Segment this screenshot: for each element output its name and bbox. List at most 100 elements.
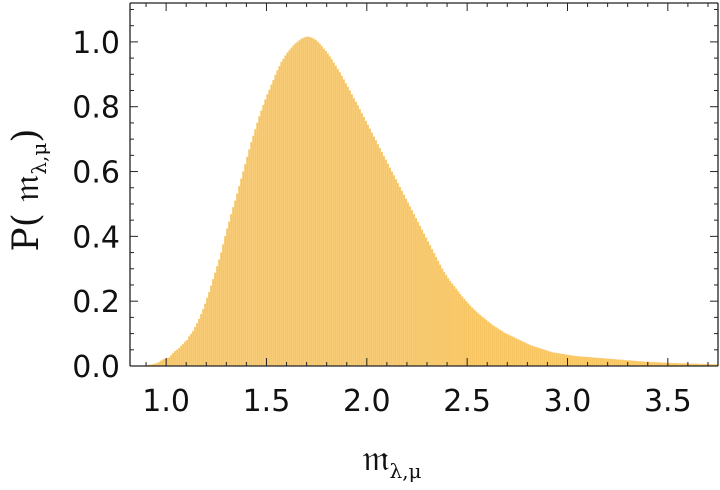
histogram-bar	[466, 303, 470, 367]
histogram-bar	[398, 186, 402, 367]
histogram-bar	[485, 319, 488, 367]
histogram-bar	[384, 159, 388, 367]
histogram-bar	[493, 325, 496, 367]
histogram-bar	[358, 109, 361, 367]
histogram-bar	[537, 347, 540, 367]
histogram-bar	[370, 132, 374, 367]
histogram-bar	[418, 225, 422, 367]
histogram-bar	[326, 53, 329, 367]
histogram-bar	[330, 59, 333, 367]
histogram-bar	[559, 353, 562, 367]
histogram-bar	[284, 55, 287, 367]
histogram-bar	[372, 136, 376, 367]
histogram-bar	[310, 37, 313, 367]
histogram-bar	[406, 202, 410, 367]
histogram-bar	[468, 305, 472, 367]
histogram-bar	[404, 198, 408, 367]
histogram-bar	[340, 75, 343, 367]
y-axis-ticks: 0.0 0.2 0.4 0.6 0.8 1.0	[72, 8, 718, 385]
histogram-bar	[314, 39, 317, 367]
histogram-bar	[503, 332, 506, 367]
histogram-bar	[336, 68, 339, 367]
histogram-bar	[250, 142, 253, 367]
histogram-bar	[182, 343, 185, 367]
histogram-bar	[352, 98, 355, 367]
histogram-bar	[278, 66, 281, 367]
histogram-bar	[613, 359, 616, 367]
histogram-bar	[274, 74, 277, 367]
histogram-bar	[551, 352, 554, 367]
histogram-bar	[595, 357, 598, 367]
histogram-bar	[192, 330, 195, 367]
histogram-bar	[238, 185, 241, 367]
histogram-bar	[629, 360, 632, 367]
histogram-bar	[477, 313, 480, 367]
histogram-bar	[623, 359, 626, 367]
histogram-bar	[196, 323, 199, 367]
histogram-bar	[378, 148, 382, 367]
histogram-bar	[507, 334, 510, 367]
histogram-bar	[386, 163, 390, 367]
histogram-bar	[338, 72, 341, 367]
histogram-bar	[575, 356, 578, 367]
histogram-bar	[320, 45, 323, 367]
histogram-bar	[400, 190, 404, 367]
histogram-bar	[523, 342, 526, 367]
histogram-bar	[382, 155, 386, 367]
histogram-bar	[302, 37, 305, 367]
histogram-bar	[280, 61, 283, 367]
histogram-bar	[224, 236, 227, 367]
histogram-bar	[432, 253, 436, 367]
histogram-bar	[489, 323, 492, 367]
histogram-bar	[292, 45, 295, 367]
histogram-bar	[472, 309, 476, 367]
histogram-bar	[599, 358, 602, 367]
histogram-bar	[621, 359, 624, 367]
histogram-bar	[222, 244, 225, 367]
histogram-bar	[376, 144, 380, 367]
y-tick-label: 0.4	[72, 220, 120, 255]
histogram-bar	[497, 328, 500, 367]
histogram-bar	[179, 345, 183, 367]
histogram-bar	[561, 353, 564, 367]
histogram-bar	[368, 128, 371, 367]
histogram-bar	[641, 361, 644, 367]
histogram-bar	[262, 104, 265, 367]
histogram-bar	[487, 321, 490, 367]
histogram-bar	[175, 349, 179, 367]
histogram-bar	[505, 333, 508, 367]
histogram-bar	[462, 298, 466, 367]
histogram-bar	[426, 241, 430, 367]
histogram-bar	[318, 43, 321, 367]
x-axis-label: 𝔪λ,μ	[362, 438, 421, 483]
histogram-bar	[571, 355, 574, 367]
x-tick-label: 2.5	[443, 384, 491, 419]
histogram-bar	[573, 355, 576, 367]
histogram-bar	[226, 228, 229, 367]
histogram-bar	[412, 214, 416, 367]
histogram-bar	[448, 280, 452, 367]
histogram-bar	[322, 48, 325, 367]
histogram-bar	[177, 347, 181, 367]
histogram-bar	[194, 326, 197, 367]
x-tick-label: 1.0	[142, 384, 190, 419]
histogram-bar	[430, 249, 434, 367]
histogram-bar	[169, 355, 173, 367]
histogram-bar	[460, 296, 464, 367]
histogram-bar	[438, 264, 442, 367]
histogram-bar	[332, 62, 335, 367]
bars-group	[145, 36, 719, 367]
histogram-bar	[501, 331, 504, 367]
histogram-bar	[300, 38, 303, 367]
histogram-bar	[388, 167, 392, 367]
histogram-bar	[242, 171, 245, 367]
histogram-bar	[161, 359, 165, 367]
histogram-bar	[553, 352, 556, 367]
x-tick-label: 3.0	[544, 384, 592, 419]
histogram-bar	[424, 237, 428, 367]
histogram-bar	[533, 346, 536, 367]
histogram-bar	[308, 36, 311, 367]
histogram-bar	[579, 356, 582, 367]
histogram-bar	[356, 105, 359, 367]
